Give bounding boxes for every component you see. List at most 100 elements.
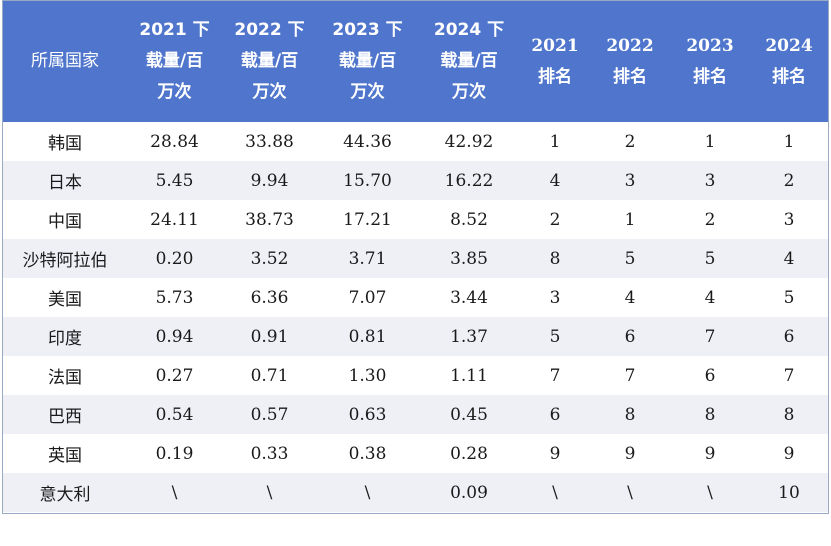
rank-2021-cell: 2 bbox=[549, 209, 561, 230]
rank-2022-cell: 1 bbox=[624, 209, 636, 230]
rank-2022-cell: 3 bbox=[624, 170, 636, 191]
country-cell: 中国 bbox=[48, 212, 82, 232]
downloads-2022-cell: 0.33 bbox=[250, 443, 289, 464]
downloads-2023-cell: 3.71 bbox=[348, 248, 387, 269]
rank-2022-cell: 2 bbox=[624, 131, 636, 152]
rank-2022-cell: 4 bbox=[624, 287, 636, 308]
header-2023-downloads: 2023 下载量/百 万次 bbox=[332, 20, 403, 102]
rank-2021-cell: 7 bbox=[549, 365, 561, 386]
rank-2023-cell: 9 bbox=[704, 443, 716, 464]
rank-2023-cell: \ bbox=[707, 482, 713, 503]
downloads-2023-cell: \ bbox=[364, 482, 371, 503]
downloads-2021-cell: 0.19 bbox=[155, 443, 194, 464]
downloads-2021-cell: \ bbox=[171, 482, 178, 503]
downloads-2023-cell: 0.81 bbox=[348, 326, 387, 347]
table-row: 意大利 \ \ \ 0.09 \ \ \ 10 bbox=[3, 473, 828, 512]
rank-2022-cell: 5 bbox=[624, 248, 636, 269]
rank-2021-cell: 1 bbox=[549, 131, 561, 152]
downloads-2022-cell: 38.73 bbox=[245, 209, 294, 230]
country-cell: 意大利 bbox=[39, 485, 91, 505]
table-header: 所属国家 2021 下载量/百 万次 2022 下载量/百 万次 2023 下载量/百 万次… bbox=[3, 1, 828, 122]
downloads-2023-cell: 17.21 bbox=[343, 209, 392, 230]
downloads-2024-cell: 1.11 bbox=[450, 365, 488, 386]
downloads-2021-cell: 0.20 bbox=[155, 248, 194, 269]
rank-2023-cell: 7 bbox=[704, 326, 716, 347]
rank-2021-cell: 6 bbox=[549, 404, 561, 425]
downloads-2024-cell: 0.45 bbox=[450, 404, 488, 425]
rank-2023-cell: 5 bbox=[704, 248, 716, 269]
header-2022-rank: 2022 排名 bbox=[606, 35, 654, 87]
header-2021-downloads: 2021 下载量/百 万次 bbox=[139, 20, 210, 102]
rank-2022-cell: 8 bbox=[624, 404, 636, 425]
rank-2022-cell: \ bbox=[627, 482, 633, 503]
rank-2021-cell: 5 bbox=[549, 326, 561, 347]
downloads-2021-cell: 28.84 bbox=[150, 131, 199, 152]
downloads-2021-cell: 5.45 bbox=[155, 170, 194, 191]
header-2024-downloads: 2024 下载量/百 万次 bbox=[433, 20, 505, 102]
downloads-2022-cell: 0.91 bbox=[250, 326, 289, 347]
downloads-2021-cell: 0.94 bbox=[155, 326, 194, 347]
downloads-2022-cell: \ bbox=[266, 482, 273, 503]
rank-2021-cell: 8 bbox=[549, 248, 561, 269]
table-body: 韩国 28.84 33.88 44.36 42.92 1 2 1 1 日本 5.45 9.94 15.7… bbox=[3, 122, 828, 512]
downloads-2021-cell: 24.11 bbox=[150, 209, 199, 230]
downloads-2021-cell: 5.73 bbox=[155, 287, 194, 308]
rank-2021-cell: \ bbox=[552, 482, 558, 503]
table-row: 法国 0.27 0.71 1.30 1.11 7 7 6 7 bbox=[3, 356, 828, 395]
downloads-2024-cell: 1.37 bbox=[450, 326, 488, 347]
downloads-2022-cell: 6.36 bbox=[250, 287, 289, 308]
rank-2021-cell: 4 bbox=[549, 170, 561, 191]
header-country: 所属国家 bbox=[31, 51, 99, 71]
rank-2024-cell: 4 bbox=[783, 248, 795, 269]
rank-2023-cell: 6 bbox=[704, 365, 716, 386]
downloads-2023-cell: 0.63 bbox=[348, 404, 387, 425]
downloads-2021-cell: 0.54 bbox=[155, 404, 194, 425]
rank-2024-cell: 6 bbox=[783, 326, 795, 347]
rank-2023-cell: 8 bbox=[704, 404, 716, 425]
downloads-2023-cell: 7.07 bbox=[348, 287, 387, 308]
rank-2024-cell: 2 bbox=[783, 170, 795, 191]
table-row: 印度 0.94 0.91 0.81 1.37 5 6 7 6 bbox=[3, 317, 828, 356]
rank-2023-cell: 2 bbox=[704, 209, 716, 230]
downloads-2024-cell: 8.52 bbox=[450, 209, 488, 230]
rank-2023-cell: 1 bbox=[704, 131, 716, 152]
rank-2024-cell: 3 bbox=[783, 209, 795, 230]
country-cell: 印度 bbox=[48, 329, 82, 349]
downloads-2024-cell: 3.44 bbox=[450, 287, 488, 308]
country-cell: 日本 bbox=[48, 173, 82, 193]
country-cell: 沙特阿拉伯 bbox=[22, 251, 108, 271]
rank-2024-cell: 7 bbox=[783, 365, 795, 386]
country-cell: 法国 bbox=[48, 368, 82, 388]
downloads-2022-cell: 9.94 bbox=[250, 170, 289, 191]
downloads-2023-cell: 15.70 bbox=[343, 170, 392, 191]
table-row: 巴西 0.54 0.57 0.63 0.45 6 8 8 8 bbox=[3, 395, 828, 434]
rank-2024-cell: 1 bbox=[783, 131, 795, 152]
table-row: 日本 5.45 9.94 15.70 16.22 4 3 3 2 bbox=[3, 161, 828, 200]
header-row: 所属国家 2021 下载量/百 万次 2022 下载量/百 万次 2023 下载量/百 万次… bbox=[3, 1, 828, 122]
table-row: 美国 5.73 6.36 7.07 3.44 3 4 4 5 bbox=[3, 278, 828, 317]
table-row: 沙特阿拉伯 0.20 3.52 3.71 3.85 8 5 5 4 bbox=[3, 239, 828, 278]
data-table-frame: 所属国家 2021 下载量/百 万次 2022 下载量/百 万次 2023 下载量/百 万次… bbox=[2, 0, 829, 514]
table-row: 韩国 28.84 33.88 44.36 42.92 1 2 1 1 bbox=[3, 122, 828, 161]
downloads-2024-cell: 0.28 bbox=[450, 443, 488, 464]
rank-2024-cell: 5 bbox=[783, 287, 795, 308]
rank-2023-cell: 4 bbox=[704, 287, 716, 308]
header-2023-rank: 2023 排名 bbox=[686, 35, 734, 87]
rank-2022-cell: 9 bbox=[624, 443, 636, 464]
downloads-2024-cell: 42.92 bbox=[444, 131, 494, 152]
country-cell: 英国 bbox=[48, 446, 82, 466]
downloads-2021-cell: 0.27 bbox=[155, 365, 194, 386]
rank-2024-cell: 8 bbox=[783, 404, 795, 425]
downloads-2023-cell: 0.38 bbox=[348, 443, 387, 464]
country-cell: 美国 bbox=[48, 290, 82, 310]
rank-2021-cell: 3 bbox=[549, 287, 561, 308]
downloads-2022-cell: 0.57 bbox=[250, 404, 289, 425]
country-cell: 巴西 bbox=[48, 407, 82, 427]
header-2022-downloads: 2022 下载量/百 万次 bbox=[234, 20, 305, 102]
header-2024-rank: 2024 排名 bbox=[765, 35, 813, 87]
rank-2024-cell: 9 bbox=[783, 443, 795, 464]
rank-2023-cell: 3 bbox=[704, 170, 716, 191]
country-cell: 韩国 bbox=[48, 134, 82, 154]
table-row: 中国 24.11 38.73 17.21 8.52 2 1 2 3 bbox=[3, 200, 828, 239]
downloads-2022-cell: 33.88 bbox=[245, 131, 294, 152]
